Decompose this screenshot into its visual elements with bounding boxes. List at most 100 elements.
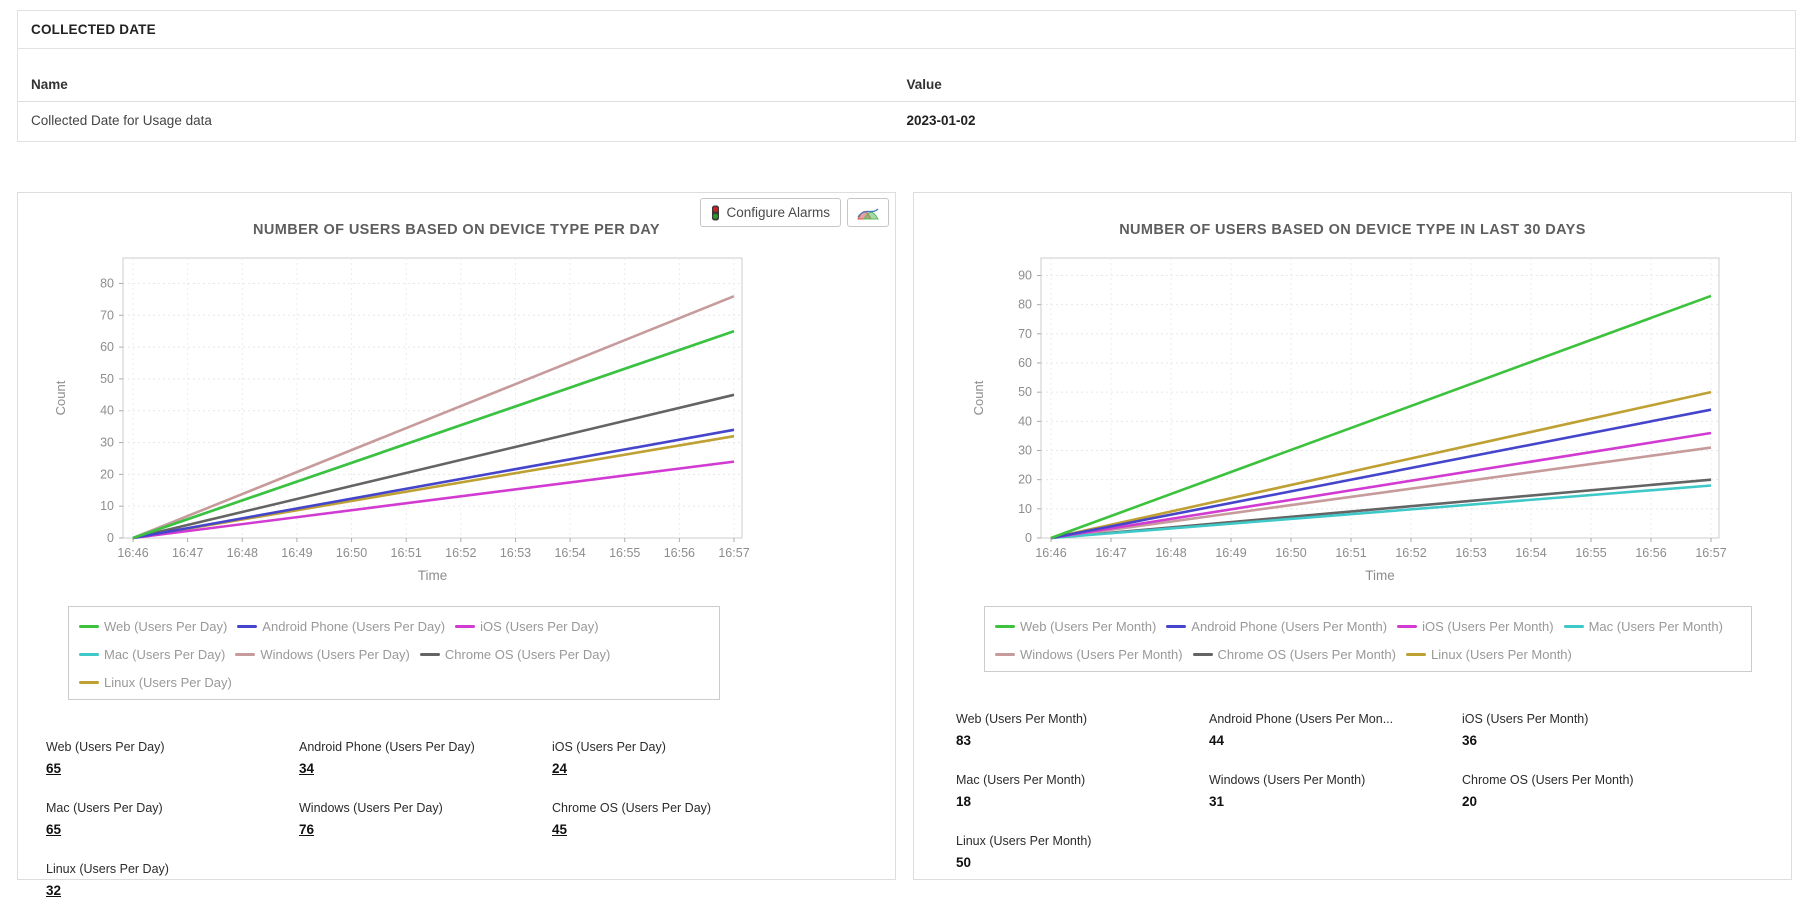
value-label: iOS (Users Per Day)	[552, 740, 666, 754]
plot-area	[1040, 257, 1720, 539]
legend-item-windows-users-per-day[interactable]: Windows (Users Per Day)	[235, 642, 410, 667]
series-line-windows-users-per-day[interactable]	[132, 294, 735, 540]
legend-label: Windows (Users Per Month)	[1020, 647, 1183, 662]
x-axis-tick-label: 16:54	[554, 546, 585, 560]
series-line-ios-users-per-month[interactable]	[1050, 431, 1712, 540]
legend-label: Linux (Users Per Month)	[1430, 647, 1572, 662]
x-axis-tick-label: 16:48	[1155, 546, 1186, 560]
row-value: 2023-01-02	[906, 113, 976, 128]
legend-label: Windows (Users Per Day)	[260, 647, 410, 662]
legend-label: Web (Users Per Month)	[1020, 619, 1157, 634]
configure-alarms-button[interactable]: Configure Alarms	[700, 198, 841, 227]
legend-item-linux-users-per-month[interactable]: Linux (Users Per Month)	[1405, 642, 1572, 667]
legend-item-android-phone-users-per-month[interactable]: Android Phone (Users Per Month)	[1166, 614, 1387, 639]
value-number[interactable]: 65	[46, 761, 62, 776]
legend-item-mac-users-per-day[interactable]: Mac (Users Per Day)	[79, 642, 225, 667]
series-line-ios-users-per-day[interactable]	[132, 460, 735, 540]
legend-item-chrome-os-users-per-month[interactable]: Chrome OS (Users Per Month)	[1192, 642, 1396, 667]
column-header-name: Name	[31, 77, 68, 92]
legend-label: Android Phone (Users Per Month)	[1191, 619, 1388, 634]
legend-item-windows-users-per-month[interactable]: Windows (Users Per Month)	[995, 642, 1183, 667]
value-number[interactable]: 45	[552, 822, 568, 837]
configure-alarms-label: Configure Alarms	[726, 205, 830, 220]
value-label: Web (Users Per Day)	[46, 740, 165, 754]
table-row: Collected Date for Usage data 2023-01-02	[18, 102, 1795, 141]
value-label: Android Phone (Users Per Day)	[299, 740, 475, 754]
y-axis-tick-label: 60	[1018, 356, 1032, 370]
value-item-linux-users-per-day: Linux (Users Per Day) 32	[46, 862, 299, 898]
legend-swatch	[1192, 653, 1213, 656]
y-axis-tick-label: 70	[100, 308, 114, 322]
value-number[interactable]: 24	[552, 761, 568, 776]
legend-swatch	[995, 653, 1015, 656]
chart-panel-last-30-days: NUMBER OF USERS BASED ON DEVICE TYPE IN …	[913, 192, 1792, 880]
value-number[interactable]: 76	[299, 822, 315, 837]
value-item-windows-users-per-month: Windows (Users Per Month) 31	[1209, 773, 1462, 809]
legend-swatch	[79, 653, 99, 656]
line-chart-icon	[857, 207, 879, 219]
value-label: Chrome OS (Users Per Day)	[552, 801, 712, 815]
value-item-ios-users-per-day: iOS (Users Per Day) 24	[552, 740, 805, 776]
legend-item-android-phone-users-per-day[interactable]: Android Phone (Users Per Day)	[237, 614, 445, 639]
collected-date-table: COLLECTED DATE Name Value Collected Date…	[17, 10, 1796, 142]
x-axis-tick-label: 16:46	[117, 546, 148, 560]
x-axis-tick-label: 16:52	[445, 546, 476, 560]
legend-swatch	[455, 625, 476, 628]
value-number: 44	[1209, 733, 1225, 748]
series-line-windows-users-per-month[interactable]	[1050, 446, 1712, 540]
x-axis-tick-label: 16:57	[1695, 546, 1726, 560]
series-line-web-users-per-month[interactable]	[1050, 294, 1712, 540]
legend-item-web-users-per-day[interactable]: Web (Users Per Day)	[79, 614, 227, 639]
legend-swatch	[995, 625, 1015, 628]
y-axis-tick-label: 90	[1018, 269, 1032, 283]
value-label: Windows (Users Per Day)	[299, 801, 443, 815]
legend-label: Web (Users Per Day)	[104, 619, 228, 634]
x-axis-label: Time	[418, 568, 448, 583]
legend-label: Linux (Users Per Day)	[104, 675, 232, 690]
legend-item-web-users-per-month[interactable]: Web (Users Per Month)	[995, 614, 1156, 639]
value-label: Linux (Users Per Month)	[956, 834, 1092, 848]
legend-label: Android Phone (Users Per Day)	[262, 619, 446, 634]
legend-label: iOS (Users Per Month)	[1422, 619, 1554, 634]
legend-item-linux-users-per-day[interactable]: Linux (Users Per Day)	[79, 670, 232, 695]
value-item-web-users-per-month: Web (Users Per Month) 83	[956, 712, 1209, 748]
chart-title: NUMBER OF USERS BASED ON DEVICE TYPE IN …	[1119, 222, 1586, 238]
series-line-linux-users-per-month[interactable]	[1050, 390, 1712, 540]
y-axis-tick-label: 50	[1018, 385, 1032, 399]
value-label: Windows (Users Per Month)	[1209, 773, 1366, 787]
x-axis-tick-label: 16:57	[718, 546, 749, 560]
x-axis-tick-label: 16:48	[227, 546, 258, 560]
y-axis-tick-label: 0	[107, 531, 114, 545]
legend-swatch	[79, 681, 99, 684]
x-axis-tick-label: 16:53	[500, 546, 531, 560]
legend-swatch	[235, 653, 256, 656]
y-axis-tick-label: 10	[1018, 502, 1032, 516]
x-axis-label: Time	[1365, 568, 1395, 583]
y-axis-tick-label: 40	[100, 404, 114, 418]
legend-item-ios-users-per-day[interactable]: iOS (Users Per Day)	[455, 614, 599, 639]
y-axis-label: Count	[971, 380, 986, 415]
value-number[interactable]: 34	[299, 761, 315, 776]
y-axis-tick-label: 20	[1018, 473, 1032, 487]
series-line-android-phone-users-per-day[interactable]	[132, 428, 735, 540]
y-axis-tick-label: 80	[100, 276, 114, 290]
line-chart[interactable]: 0 10 20 30 40 50 60 70 80 16:46 16:47 16:48 16:49 16:…	[18, 244, 895, 592]
y-axis-tick-label: 30	[100, 436, 114, 450]
row-name: Collected Date for Usage data	[31, 113, 212, 128]
series-line-android-phone-users-per-month[interactable]	[1050, 408, 1712, 540]
line-chart[interactable]: 0 10 20 30 40 50 60 70 80 90 16:46 16:47 16:48 16:49 1…	[914, 244, 1791, 592]
legend-item-ios-users-per-month[interactable]: iOS (Users Per Month)	[1397, 614, 1554, 639]
value-item-mac-users-per-month: Mac (Users Per Month) 18	[956, 773, 1209, 809]
x-axis-tick-label: 16:54	[1515, 546, 1546, 560]
legend-label: iOS (Users Per Day)	[480, 619, 599, 634]
value-number[interactable]: 65	[46, 822, 62, 837]
x-axis-tick-label: 16:55	[1575, 546, 1606, 560]
series-line-web-users-per-day[interactable]	[132, 329, 735, 540]
series-line-chrome-os-users-per-day[interactable]	[132, 393, 735, 540]
legend-item-chrome-os-users-per-day[interactable]: Chrome OS (Users Per Day)	[419, 642, 610, 667]
series-line-mac-users-per-month[interactable]	[1050, 484, 1712, 540]
legend-item-mac-users-per-month[interactable]: Mac (Users Per Month)	[1563, 614, 1723, 639]
y-axis-tick-label: 40	[1018, 414, 1032, 428]
value-number[interactable]: 32	[46, 883, 62, 898]
chart-view-button[interactable]	[847, 198, 889, 227]
